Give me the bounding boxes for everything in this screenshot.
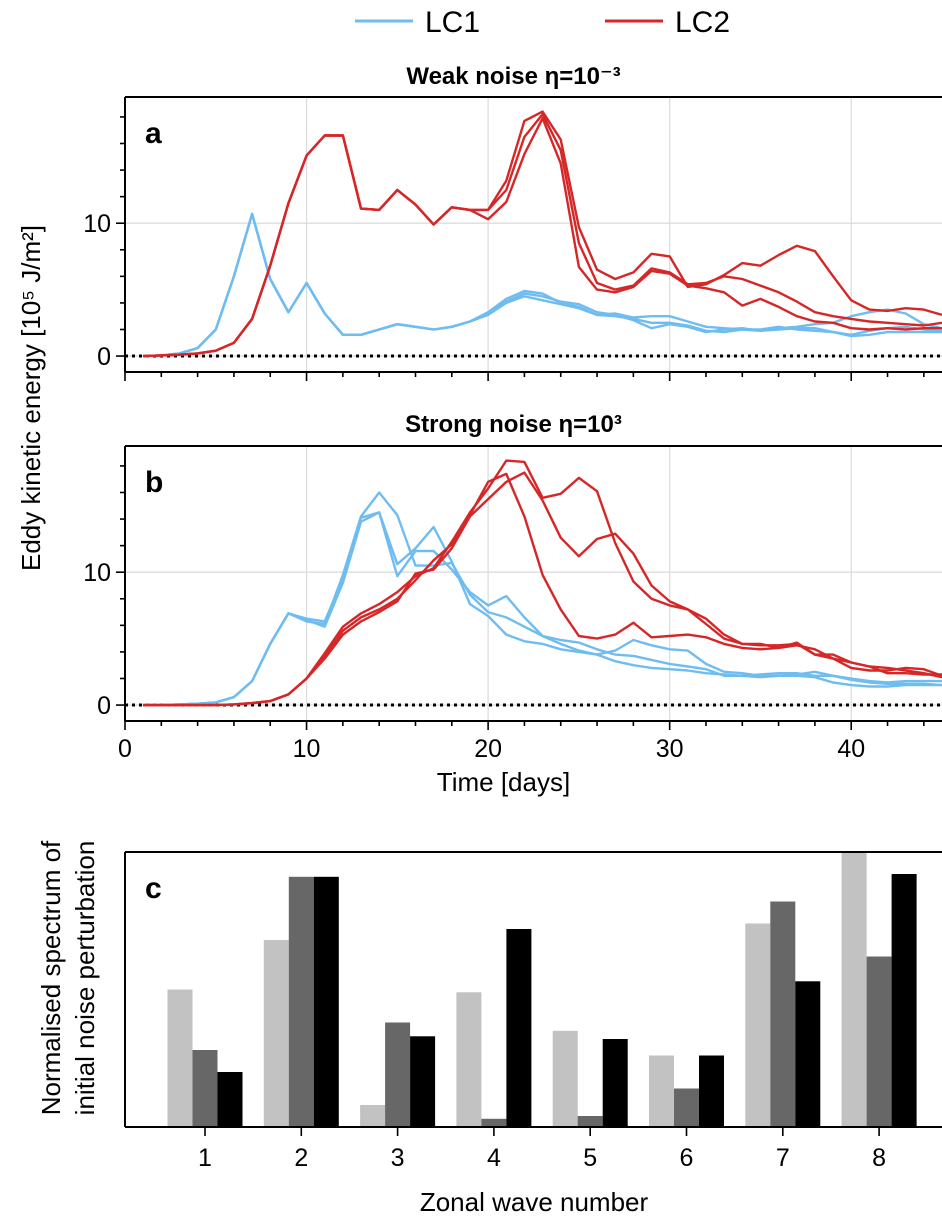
bar-7-3 [795, 981, 821, 1128]
x-tick-label: 3 [391, 1144, 405, 1172]
bar-4-1 [456, 992, 482, 1128]
series-line-lc2-5 [143, 471, 942, 707]
series-line-lc2-4 [143, 472, 942, 707]
x-tick-label: 1 [198, 1144, 212, 1172]
bar-8-2 [866, 956, 892, 1127]
bar-6-2 [674, 1088, 699, 1127]
series-line-lc1-0 [143, 511, 942, 707]
x-axis-label: Time [days] [437, 767, 570, 797]
bar-5-2 [577, 1116, 603, 1127]
bar-3-2 [385, 1022, 411, 1127]
shared-y-axis-label: Eddy kinetic energy [10⁵ J/m²] [16, 225, 46, 571]
x-tick-label: 7 [776, 1144, 790, 1172]
series-line-lc1-1 [143, 491, 942, 707]
legend: LC1 LC2 [355, 6, 730, 39]
bar-8-1 [841, 852, 867, 1127]
series-line-lc1-2 [143, 212, 942, 358]
bar-2-3 [313, 876, 339, 1128]
x-tick-label: 10 [293, 735, 321, 763]
x-tick-label: 6 [680, 1144, 694, 1172]
x-tick-label: 2 [294, 1144, 308, 1172]
series-line-lc2-3 [143, 459, 942, 707]
x-tick-label: 8 [872, 1144, 886, 1172]
legend-label-lc1: LC1 [425, 6, 480, 39]
bar-5-1 [552, 1030, 578, 1128]
bar-3-1 [360, 1105, 386, 1127]
x-tick-label: 5 [583, 1144, 597, 1172]
y-axis-label-line: initial noise perturbation [70, 841, 100, 1116]
bar-4-2 [481, 1118, 507, 1128]
panel-title: Weak noise η=10⁻³ [406, 63, 620, 90]
series-line-lc2-3 [143, 110, 942, 358]
series-line-lc2-4 [143, 113, 942, 358]
x-tick-label: 0 [118, 735, 132, 763]
series-line-lc2-5 [143, 117, 942, 358]
series-line-lc1-2 [143, 511, 942, 707]
bar-5-3 [602, 1039, 628, 1127]
y-tick-label: 0 [97, 343, 111, 371]
x-tick-label: 30 [656, 735, 684, 763]
y-axis-label: Normalised spectrum of initial noise pert… [36, 840, 100, 1115]
bar-1-1 [167, 989, 193, 1127]
x-tick-label: 4 [487, 1144, 501, 1172]
panel-letter: b [145, 466, 163, 499]
panel-a: 0 10 Weak noise η=10⁻³ a [83, 63, 942, 381]
panel-letter: a [145, 117, 162, 150]
series-group [143, 110, 942, 358]
bar-4-3 [506, 929, 532, 1127]
bar-3-3 [410, 1036, 436, 1128]
bar-7-2 [770, 901, 796, 1127]
y-axis-label-line: Normalised spectrum of [36, 840, 66, 1115]
bar-2-2 [288, 876, 314, 1128]
bar-6-3 [699, 1055, 724, 1127]
panel-b: 0 10 20 30 40 0 10 Strong noise η=10³ b Time [day… [83, 411, 942, 797]
y-tick-label: 10 [83, 210, 111, 238]
panel-title: Strong noise η=10³ [405, 411, 622, 438]
x-tick-label: 40 [837, 735, 865, 763]
panel-letter: c [145, 872, 162, 905]
series-group [143, 459, 942, 707]
bar-8-3 [891, 874, 917, 1127]
bar-7-1 [745, 923, 771, 1127]
bar-2-1 [263, 940, 289, 1127]
y-tick-label: 0 [97, 692, 111, 720]
bar-6-1 [649, 1055, 674, 1127]
panel-c: 1 2 3 4 5 6 7 8 c Zonal wave number Normalised spe… [36, 840, 942, 1217]
legend-label-lc2: LC2 [675, 6, 730, 39]
x-axis-label: Zonal wave number [420, 1187, 649, 1217]
bar-1-2 [192, 1050, 218, 1127]
bar-1-3 [217, 1072, 243, 1127]
y-tick-label: 10 [83, 559, 111, 587]
x-tick-label: 20 [474, 735, 502, 763]
